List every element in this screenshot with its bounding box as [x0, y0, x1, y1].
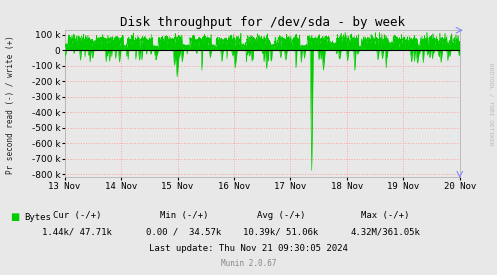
- Text: RRDTOOL / TOBI OETIKER: RRDTOOL / TOBI OETIKER: [488, 63, 493, 146]
- Text: Avg (-/+): Avg (-/+): [256, 211, 305, 220]
- Text: Last update: Thu Nov 21 09:30:05 2024: Last update: Thu Nov 21 09:30:05 2024: [149, 244, 348, 253]
- Text: Min (-/+): Min (-/+): [160, 211, 208, 220]
- Text: Pr second read (-) / write (+): Pr second read (-) / write (+): [6, 35, 15, 174]
- Text: 4.32M/361.05k: 4.32M/361.05k: [350, 228, 420, 237]
- Text: Bytes: Bytes: [24, 213, 51, 222]
- Text: ■: ■: [10, 212, 19, 222]
- Text: Max (-/+): Max (-/+): [361, 211, 410, 220]
- Text: 0.00 /  34.57k: 0.00 / 34.57k: [146, 228, 222, 237]
- Title: Disk throughput for /dev/sda - by week: Disk throughput for /dev/sda - by week: [120, 16, 405, 29]
- Text: Munin 2.0.67: Munin 2.0.67: [221, 260, 276, 268]
- Text: Cur (-/+): Cur (-/+): [53, 211, 101, 220]
- Text: 1.44k/ 47.71k: 1.44k/ 47.71k: [42, 228, 112, 237]
- Text: 10.39k/ 51.06k: 10.39k/ 51.06k: [243, 228, 319, 237]
